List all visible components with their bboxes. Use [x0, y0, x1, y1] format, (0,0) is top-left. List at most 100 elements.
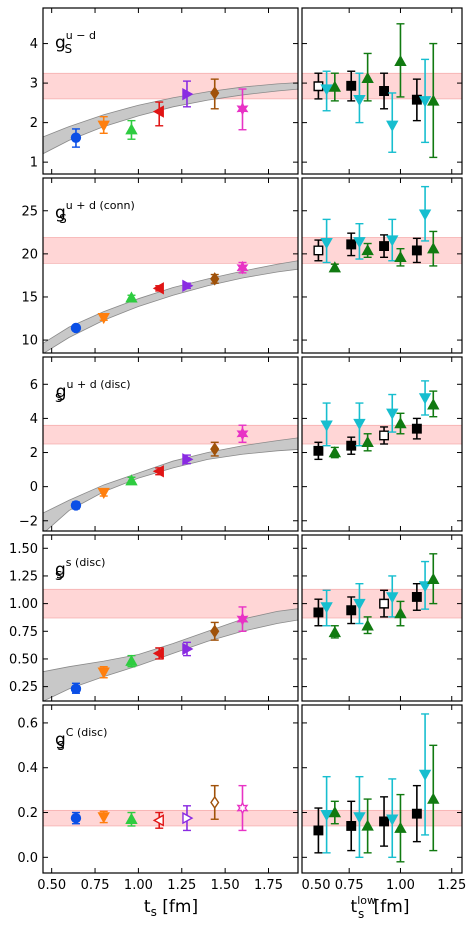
- marker-triangle-up: [361, 243, 374, 256]
- panel-label-sup: C (disc): [66, 726, 108, 739]
- marker-square: [313, 825, 324, 836]
- marker-star: [236, 260, 249, 275]
- right-data-point: [328, 72, 342, 102]
- marker-star: [236, 426, 249, 441]
- marker-square: [346, 80, 357, 91]
- marker-circle: [70, 322, 82, 334]
- left-data-point: [236, 784, 249, 832]
- marker-triangle-down: [386, 235, 399, 247]
- right-data-point: [328, 625, 342, 639]
- right-axes-frame: [301, 534, 463, 702]
- left-plot-area: [43, 784, 298, 832]
- marker-square: [411, 592, 422, 602]
- marker-square: [379, 816, 390, 827]
- marker-triangle-down: [320, 84, 333, 96]
- panel-label: gs (disc) S: [55, 556, 105, 583]
- marker-diamond: [210, 624, 220, 639]
- marker-triangle-down: [353, 812, 366, 824]
- panel-label-base: g: [55, 33, 66, 53]
- marker-triangle-right: [182, 642, 194, 656]
- marker-triangle-right: [182, 453, 194, 466]
- right-data-point: [361, 433, 374, 452]
- marker-triangle-down: [97, 120, 110, 132]
- right-data-point: [313, 441, 324, 461]
- right-data-point: [313, 807, 324, 854]
- right-data-point: [418, 713, 432, 836]
- right-data-point: [394, 793, 407, 863]
- marker-circle: [70, 132, 82, 143]
- left-data-point: [70, 500, 82, 511]
- x-tick-label-left: 1.75: [254, 878, 283, 893]
- marker-triangle-up: [328, 446, 342, 458]
- right-data-point: [313, 239, 324, 262]
- x-tick-label-right: 1.00: [386, 878, 415, 893]
- y-tick-label: 0.4: [17, 761, 38, 776]
- right-plot-area: [302, 713, 462, 863]
- marker-triangle-up: [394, 821, 407, 833]
- marker-triangle-left: [152, 647, 164, 660]
- left-data-point: [182, 279, 194, 292]
- left-data-point: [210, 78, 220, 110]
- right-data-point: [379, 426, 390, 445]
- y-tick-label: 0.6: [17, 716, 38, 731]
- x-tick-label-left: 0.75: [81, 878, 110, 893]
- left-data-point: [70, 682, 82, 695]
- right-data-point: [411, 237, 422, 264]
- y-tick-label: 0.50: [9, 652, 38, 667]
- left-data-point: [236, 424, 249, 443]
- x-tick-label-right: 0.75: [335, 878, 364, 893]
- marker-triangle-up: [427, 792, 440, 804]
- marker-square: [313, 81, 324, 92]
- marker-triangle-down: [418, 393, 432, 405]
- right-data-point: [328, 261, 342, 273]
- right-data-point: [418, 185, 432, 242]
- panel-label-base: g: [56, 382, 67, 402]
- right-data-point: [427, 230, 440, 267]
- marker-triangle-down: [418, 581, 432, 593]
- y-tick-label: 4: [30, 37, 38, 52]
- right-x-axis-label: tlow s [fm]: [351, 894, 410, 921]
- left-data-point: [152, 647, 164, 660]
- y-tick-label: 15: [21, 290, 38, 305]
- x-tick-label-left: 1.25: [167, 878, 196, 893]
- marker-triangle-up: [394, 607, 407, 619]
- panel-label-base: g: [55, 560, 66, 580]
- y-tick-label: 2: [30, 446, 38, 461]
- right-data-point: [379, 72, 390, 110]
- marker-triangle-up: [427, 398, 440, 410]
- right-data-point: [346, 70, 357, 102]
- marker-triangle-down: [97, 667, 110, 679]
- left-data-point: [182, 80, 194, 108]
- right-data-point: [386, 778, 399, 859]
- left-data-point: [152, 811, 164, 829]
- left-data-point: [97, 665, 110, 679]
- marker-triangle-down: [386, 592, 399, 604]
- marker-square: [313, 445, 324, 456]
- right-data-point: [379, 796, 390, 847]
- marker-triangle-down: [418, 769, 432, 781]
- panel-4: 0.25 0.50 0.75 1.00 1.25 1.50 gs (disc) S: [9, 534, 463, 702]
- marker-triangle-up: [361, 819, 374, 831]
- left-data-point: [182, 641, 194, 657]
- right-data-point: [411, 784, 422, 843]
- marker-triangle-up: [125, 474, 138, 486]
- y-tick-label: 0.0: [17, 851, 38, 866]
- right-data-point: [361, 798, 374, 854]
- left-x-axis-label: ts [fm]: [144, 897, 198, 919]
- right-data-point: [386, 393, 399, 433]
- left-data-point: [236, 260, 249, 275]
- right-data-point: [386, 92, 399, 153]
- right-plot-area: [302, 553, 462, 639]
- right-data-point: [346, 800, 357, 852]
- y-tick-label: 1.50: [9, 542, 38, 557]
- panel-label: gC (disc) S: [55, 726, 107, 753]
- right-data-point: [411, 78, 422, 122]
- marker-triangle-up: [125, 123, 138, 135]
- panel-label: gu + d (disc) S: [55, 378, 131, 405]
- right-data-point: [394, 247, 407, 267]
- right-data-point: [361, 242, 374, 259]
- left-axes-frame: [42, 356, 299, 532]
- right-plot-area: [302, 380, 462, 461]
- right-data-point: [394, 412, 407, 435]
